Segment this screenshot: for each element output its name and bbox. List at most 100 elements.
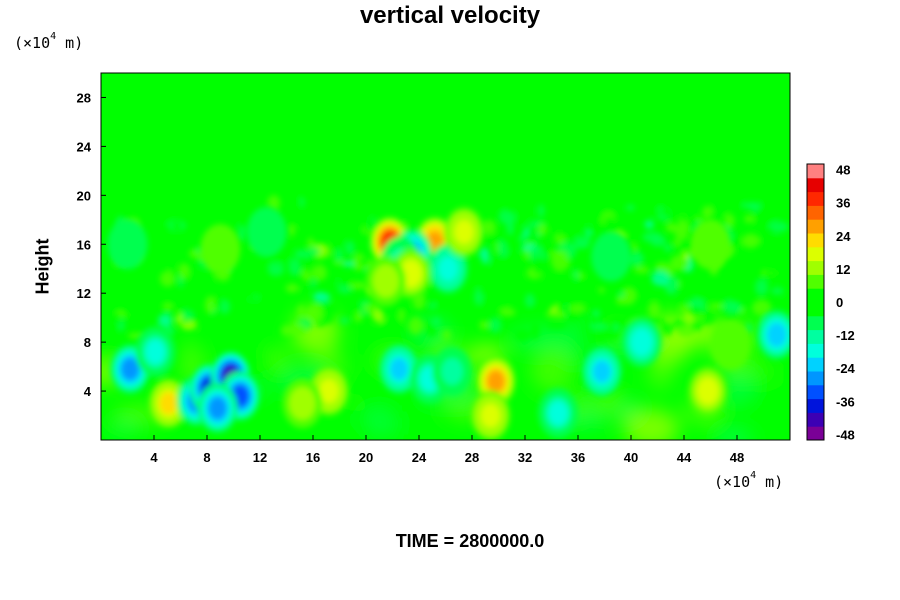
contour-level: [208, 397, 227, 420]
texture-blob: [693, 283, 713, 301]
texture-blob: [237, 224, 246, 242]
texture-blob: [308, 246, 321, 256]
contour-feature: [220, 370, 261, 421]
contour-feature: [110, 344, 151, 395]
contour-level: [481, 403, 501, 428]
texture-blob: [471, 275, 484, 288]
texture-blob: [322, 306, 335, 325]
texture-blob: [474, 288, 483, 306]
texture-blob: [644, 220, 654, 229]
contour-level: [438, 256, 458, 281]
texture-blob: [526, 225, 541, 235]
contour-feature: [581, 346, 622, 397]
texture-blob: [496, 240, 509, 257]
plot-area: [101, 73, 790, 440]
contour-level: [598, 240, 625, 273]
contour-level: [159, 392, 178, 415]
x-tick-label: 44: [677, 450, 692, 465]
texture-blob: [199, 328, 213, 338]
colorbar-tick-label: -48: [836, 427, 855, 442]
y-tick-label: 12: [77, 286, 91, 301]
contour-level: [454, 220, 474, 244]
colorbar-tick-label: 36: [836, 196, 850, 211]
texture-blob: [759, 197, 775, 211]
contour-features: [107, 207, 790, 440]
contour-level: [593, 360, 611, 383]
texture-blob: [490, 255, 499, 272]
texture-blob: [161, 303, 174, 310]
texture-blob: [676, 294, 684, 304]
texture-blob: [432, 317, 441, 326]
contour-feature: [365, 255, 406, 306]
texture-blob: [285, 283, 299, 293]
contour-feature: [200, 224, 241, 275]
contour-level: [697, 228, 724, 261]
texture-blob: [547, 322, 567, 329]
wash: [508, 403, 540, 428]
x-tick-label: 32: [518, 450, 532, 465]
texture-blob: [596, 198, 610, 209]
texture-blob: [674, 222, 690, 241]
contour-feature: [591, 231, 632, 282]
texture-blob: [744, 214, 755, 224]
texture-blob: [244, 291, 257, 308]
texture-blob: [310, 279, 317, 288]
colorbar-swatch: [807, 426, 824, 441]
texture-blob: [143, 289, 157, 299]
texture-blob: [552, 225, 567, 237]
texture-blob: [425, 325, 438, 338]
wash: [318, 410, 377, 440]
texture-blob: [676, 325, 696, 337]
texture-blob: [506, 217, 515, 236]
texture-blob: [780, 298, 790, 314]
texture-blob: [558, 199, 565, 209]
colorbar-border: [806, 163, 825, 441]
texture-blob: [101, 307, 114, 316]
y-tick-label: 24: [77, 139, 92, 154]
texture-blob: [423, 320, 434, 329]
colorbar-swatch: [807, 246, 824, 262]
texture-blob: [481, 247, 490, 265]
y-tick-label: 20: [77, 188, 91, 203]
texture-blob: [566, 312, 582, 321]
contour-level: [487, 370, 505, 393]
contour-level: [253, 215, 280, 249]
wash: [716, 431, 755, 440]
texture-blob: [551, 253, 570, 271]
texture-blob: [159, 270, 176, 287]
contour-level: [441, 358, 463, 385]
texture-blob: [267, 262, 284, 277]
colorbar: 48 36 24 12 0 -12 -24 -36 -48: [806, 163, 856, 442]
colorbar-swatch: [807, 164, 824, 179]
contour-level: [697, 377, 719, 405]
contour-level: [207, 232, 234, 266]
texture-blob: [284, 216, 297, 228]
texture-blob: [174, 298, 186, 312]
colorbar-swatch: [807, 288, 824, 303]
texture-blob: [158, 313, 173, 327]
texture-blob: [648, 301, 661, 316]
texture-blob: [633, 266, 650, 274]
texture-blob: [762, 267, 781, 281]
texture-blob: [349, 281, 367, 290]
texture-blob: [170, 220, 184, 231]
texture-blob: [555, 298, 575, 316]
texture-blob: [345, 240, 355, 256]
texture-blob: [515, 204, 535, 216]
contour-feature: [246, 207, 287, 258]
texture-blob: [783, 195, 790, 209]
colorbar-swatch: [807, 302, 824, 317]
contour-level: [289, 387, 316, 420]
texture-blob: [514, 328, 531, 342]
texture-blob: [419, 203, 433, 211]
texture-blob: [668, 280, 678, 288]
texture-blob: [626, 204, 635, 211]
texture-blob: [294, 249, 312, 259]
texture-blob: [312, 292, 331, 302]
texture-blob: [479, 320, 490, 330]
texture-blob: [104, 322, 120, 333]
texture-blob: [742, 201, 762, 210]
colorbar-swatch: [807, 371, 824, 386]
texture-blob: [324, 247, 332, 258]
